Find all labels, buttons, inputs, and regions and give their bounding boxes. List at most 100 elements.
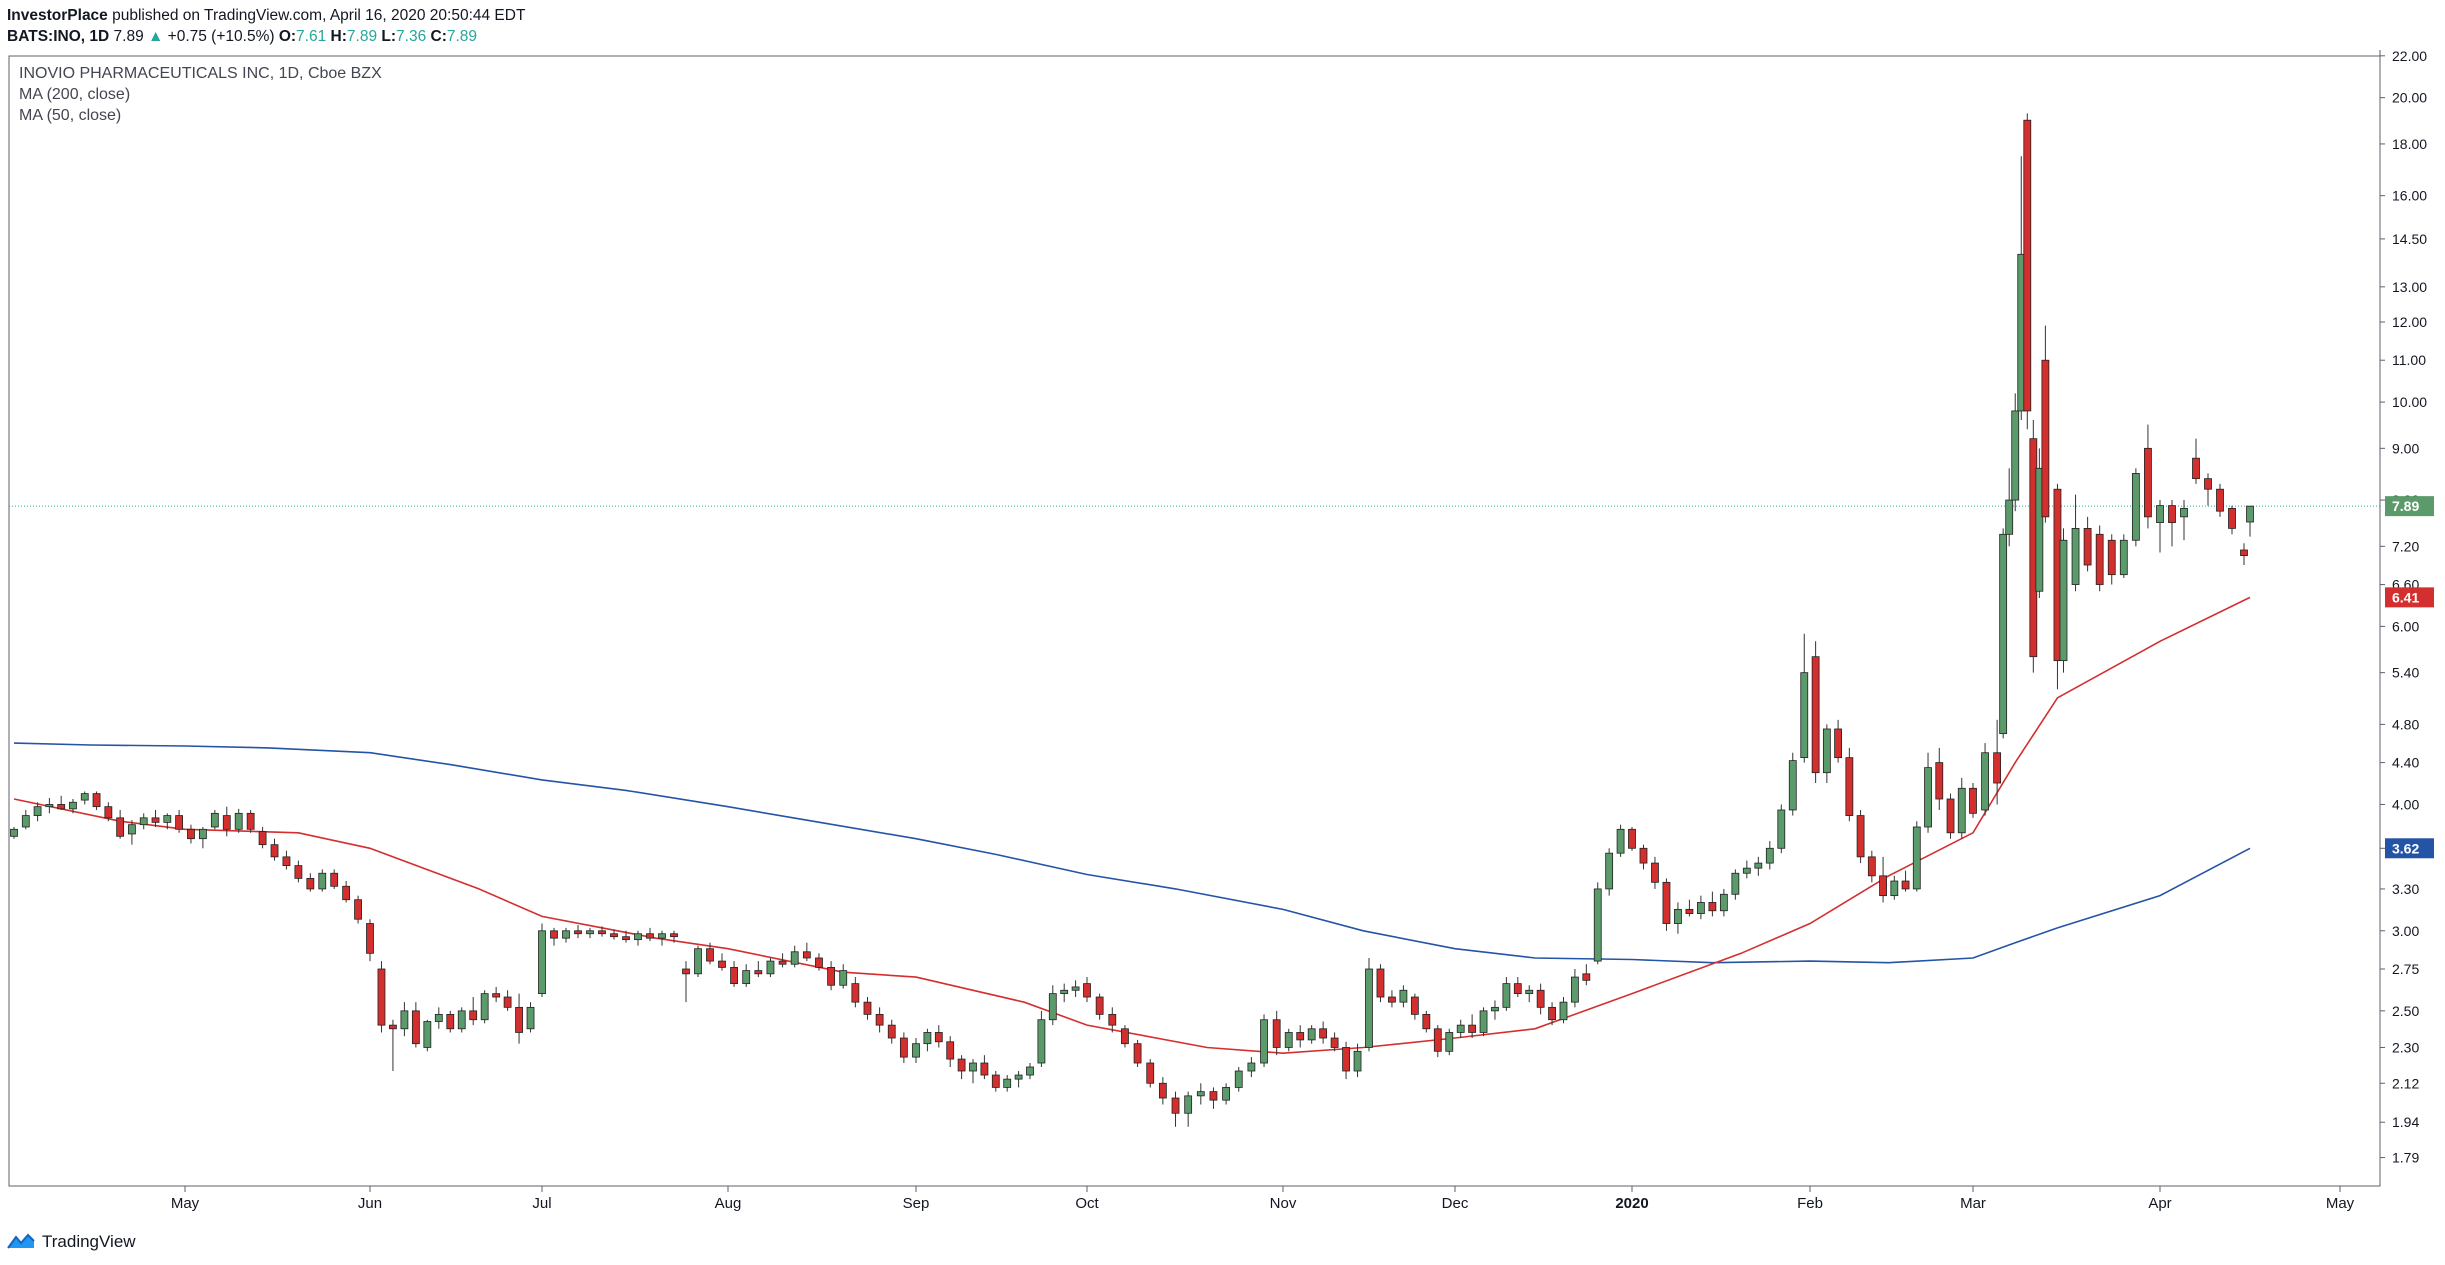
candle-up[interactable] <box>742 970 751 985</box>
candle-down[interactable] <box>503 996 512 1008</box>
tradingview-branding[interactable]: TradingView <box>6 1230 136 1254</box>
candle-down[interactable] <box>306 878 315 890</box>
candle-up[interactable] <box>1912 826 1921 890</box>
candle-down[interactable] <box>330 872 339 887</box>
candle-down[interactable] <box>646 933 654 939</box>
candle-down[interactable] <box>377 968 386 1026</box>
candle-down[interactable] <box>1662 881 1671 924</box>
candle-down[interactable] <box>851 983 860 1003</box>
candle-up[interactable] <box>839 970 848 986</box>
candle-down[interactable] <box>1811 656 1820 774</box>
candle-up[interactable] <box>1674 908 1682 924</box>
candle-down[interactable] <box>887 1024 896 1039</box>
candle-up[interactable] <box>1353 1050 1362 1072</box>
candle-up[interactable] <box>1800 672 1809 759</box>
candle-up[interactable] <box>1719 893 1728 912</box>
candle-down[interactable] <box>258 831 267 846</box>
candle-down[interactable] <box>294 865 303 879</box>
candle-up[interactable] <box>1037 1019 1046 1064</box>
candle-down[interactable] <box>342 885 351 901</box>
candle-down[interactable] <box>1095 996 1104 1015</box>
candle-down[interactable] <box>827 967 835 986</box>
candle-down[interactable] <box>598 930 606 935</box>
candle-down[interactable] <box>104 806 113 819</box>
candle-down[interactable] <box>57 804 66 810</box>
candle-up[interactable] <box>21 815 30 828</box>
candle-up[interactable] <box>1616 828 1625 854</box>
candle-up[interactable] <box>163 815 172 823</box>
candle-up[interactable] <box>2071 528 2080 585</box>
candle-down[interactable] <box>1121 1028 1129 1045</box>
candle-down[interactable] <box>2216 488 2224 512</box>
candle-down[interactable] <box>187 828 195 840</box>
candle-down[interactable] <box>1867 856 1876 877</box>
candle-down[interactable] <box>1879 875 1887 897</box>
candle-down[interactable] <box>1685 908 1694 914</box>
candle-down[interactable] <box>875 1013 884 1026</box>
candle-up[interactable] <box>2131 473 2140 541</box>
candle-down[interactable] <box>980 1062 989 1076</box>
candle-up[interactable] <box>45 804 54 808</box>
candle-up[interactable] <box>969 1062 977 1072</box>
candle-up[interactable] <box>2035 467 2044 592</box>
candle-down[interactable] <box>1330 1037 1339 1048</box>
candle-up[interactable] <box>1924 767 1932 828</box>
candle-up[interactable] <box>2059 539 2068 662</box>
candle-down[interactable] <box>116 817 125 837</box>
candle-down[interactable] <box>92 793 101 808</box>
candle-down[interactable] <box>802 951 811 959</box>
candle-down[interactable] <box>730 967 738 985</box>
candle-up[interactable] <box>1048 993 1057 1021</box>
candle-down[interactable] <box>1639 847 1648 864</box>
candle-up[interactable] <box>1234 1070 1243 1088</box>
candle-down[interactable] <box>1946 798 1955 834</box>
candle-down[interactable] <box>1969 787 1977 814</box>
publisher-name[interactable]: InvestorPlace <box>7 7 108 24</box>
candle-up[interactable] <box>1196 1091 1205 1097</box>
candle-down[interactable] <box>815 957 823 968</box>
candle-up[interactable] <box>457 1010 466 1030</box>
candle-down[interactable] <box>492 993 501 998</box>
candle-down[interactable] <box>946 1041 955 1060</box>
candle-down[interactable] <box>574 930 582 935</box>
legend-title[interactable]: INOVIO PHARMACEUTICALS INC, 1D, Cboe BZX <box>19 65 382 82</box>
candle-down[interactable] <box>366 923 374 954</box>
candle-down[interactable] <box>1319 1028 1328 1039</box>
candle-down[interactable] <box>469 1010 478 1021</box>
candle-up[interactable] <box>1525 989 1534 995</box>
candle-down[interactable] <box>2192 457 2200 480</box>
candle-down[interactable] <box>1342 1047 1350 1072</box>
candle-down[interactable] <box>1108 1013 1117 1026</box>
candle-down[interactable] <box>1468 1024 1477 1033</box>
candle-down[interactable] <box>389 1024 397 1030</box>
candle-down[interactable] <box>175 815 184 830</box>
candle-up[interactable] <box>10 828 18 837</box>
candle-down[interactable] <box>934 1032 943 1043</box>
candle-down[interactable] <box>1422 1013 1431 1030</box>
candle-up[interactable] <box>400 1010 409 1030</box>
candle-down[interactable] <box>515 1006 523 1033</box>
candle-down[interactable] <box>1388 996 1396 1003</box>
candle-up[interactable] <box>1026 1066 1034 1076</box>
candle-down[interactable] <box>1272 1019 1281 1048</box>
candle-down[interactable] <box>622 936 630 941</box>
candle-up[interactable] <box>766 960 775 975</box>
candle-up[interactable] <box>1742 867 1751 874</box>
candle-down[interactable] <box>1146 1062 1155 1084</box>
candle-up[interactable] <box>1981 752 1989 811</box>
candle-down[interactable] <box>1376 968 1385 998</box>
candle-up[interactable] <box>1365 968 1373 1048</box>
candle-up[interactable] <box>1788 760 1797 811</box>
candle-down[interactable] <box>1651 862 1659 883</box>
candle-up[interactable] <box>69 801 77 810</box>
candle-up[interactable] <box>33 806 42 816</box>
candle-down[interactable] <box>2240 549 2248 556</box>
candle-down[interactable] <box>2144 447 2152 518</box>
candle-up[interactable] <box>1765 847 1774 864</box>
candle-down[interactable] <box>151 817 160 823</box>
candle-up[interactable] <box>1754 862 1763 869</box>
candle-up[interactable] <box>1445 1032 1454 1052</box>
candle-up[interactable] <box>1307 1028 1316 1041</box>
candle-down[interactable] <box>1171 1097 1180 1114</box>
